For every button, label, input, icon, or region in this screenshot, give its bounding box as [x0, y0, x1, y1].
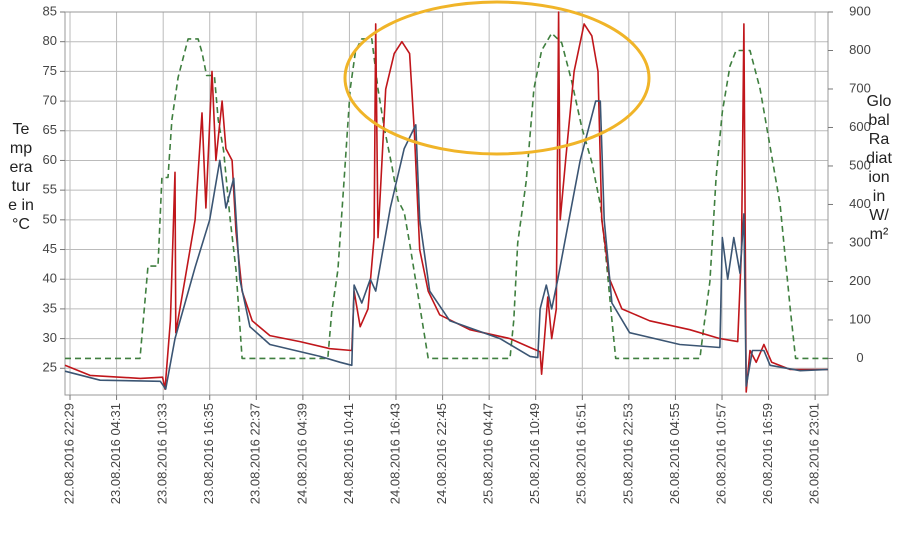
y2-tick-label: 400	[849, 196, 871, 211]
y-tick-label: 25	[43, 360, 57, 375]
x-tick-label: 26.08.2016 16:59	[760, 403, 775, 504]
x-tick-label: 24.08.2016 04:39	[294, 403, 309, 504]
x-tick-label: 23.08.2016 04:31	[108, 403, 123, 504]
x-tick-label: 22.08.2016 22:29	[61, 403, 76, 504]
y-tick-label: 55	[43, 182, 57, 197]
y-tick-label: 60	[43, 152, 57, 167]
x-tick-label: 25.08.2016 04:47	[481, 403, 496, 504]
y-tick-label: 80	[43, 33, 57, 48]
y2-axis-label: Global Radiation in W/m²	[866, 93, 892, 243]
x-tick-label: 23.08.2016 16:35	[201, 403, 216, 504]
x-tick-label: 26.08.2016 23:01	[807, 403, 822, 504]
x-tick-label: 23.08.2016 22:37	[248, 403, 263, 504]
y-tick-label: 85	[43, 3, 57, 18]
x-tick-label: 24.08.2016 16:43	[387, 403, 402, 504]
y2-tick-label: 800	[849, 42, 871, 57]
y2-tick-label: 600	[849, 119, 871, 134]
data-line	[64, 100, 829, 390]
y2-tick-label: 500	[849, 157, 871, 172]
y-tick-label: 50	[43, 211, 57, 226]
x-tick-label: 25.08.2016 16:51	[574, 403, 589, 504]
plot-frame	[64, 11, 829, 396]
y2-tick-label: 100	[849, 311, 871, 326]
y2-tick-label: 200	[849, 273, 871, 288]
y-tick-label: 40	[43, 271, 57, 286]
y2-tick-label: 0	[856, 350, 863, 365]
x-tick-label: 24.08.2016 22:45	[434, 403, 449, 504]
y2-tick-label: 700	[849, 80, 871, 95]
y-tick-label: 65	[43, 122, 57, 137]
y-axis-label: Temperature in °C	[8, 121, 34, 233]
y2-tick-label: 900	[849, 3, 871, 18]
x-tick-label: 26.08.2016 10:57	[713, 403, 728, 504]
x-tick-label: 26.08.2016 04:55	[667, 403, 682, 504]
highlight-ellipse	[343, 0, 651, 156]
x-tick-label: 25.08.2016 22:53	[620, 403, 635, 504]
x-tick-label: 24.08.2016 10:41	[341, 403, 356, 504]
y2-tick-label: 300	[849, 234, 871, 249]
x-tick-label: 23.08.2016 10:33	[155, 403, 170, 504]
y-tick-label: 70	[43, 93, 57, 108]
y-tick-label: 35	[43, 300, 57, 315]
data-line	[64, 11, 828, 393]
y-tick-label: 45	[43, 241, 57, 256]
y-tick-label: 30	[43, 330, 57, 345]
x-tick-label: 25.08.2016 10:49	[527, 403, 542, 504]
y-tick-label: 75	[43, 63, 57, 78]
